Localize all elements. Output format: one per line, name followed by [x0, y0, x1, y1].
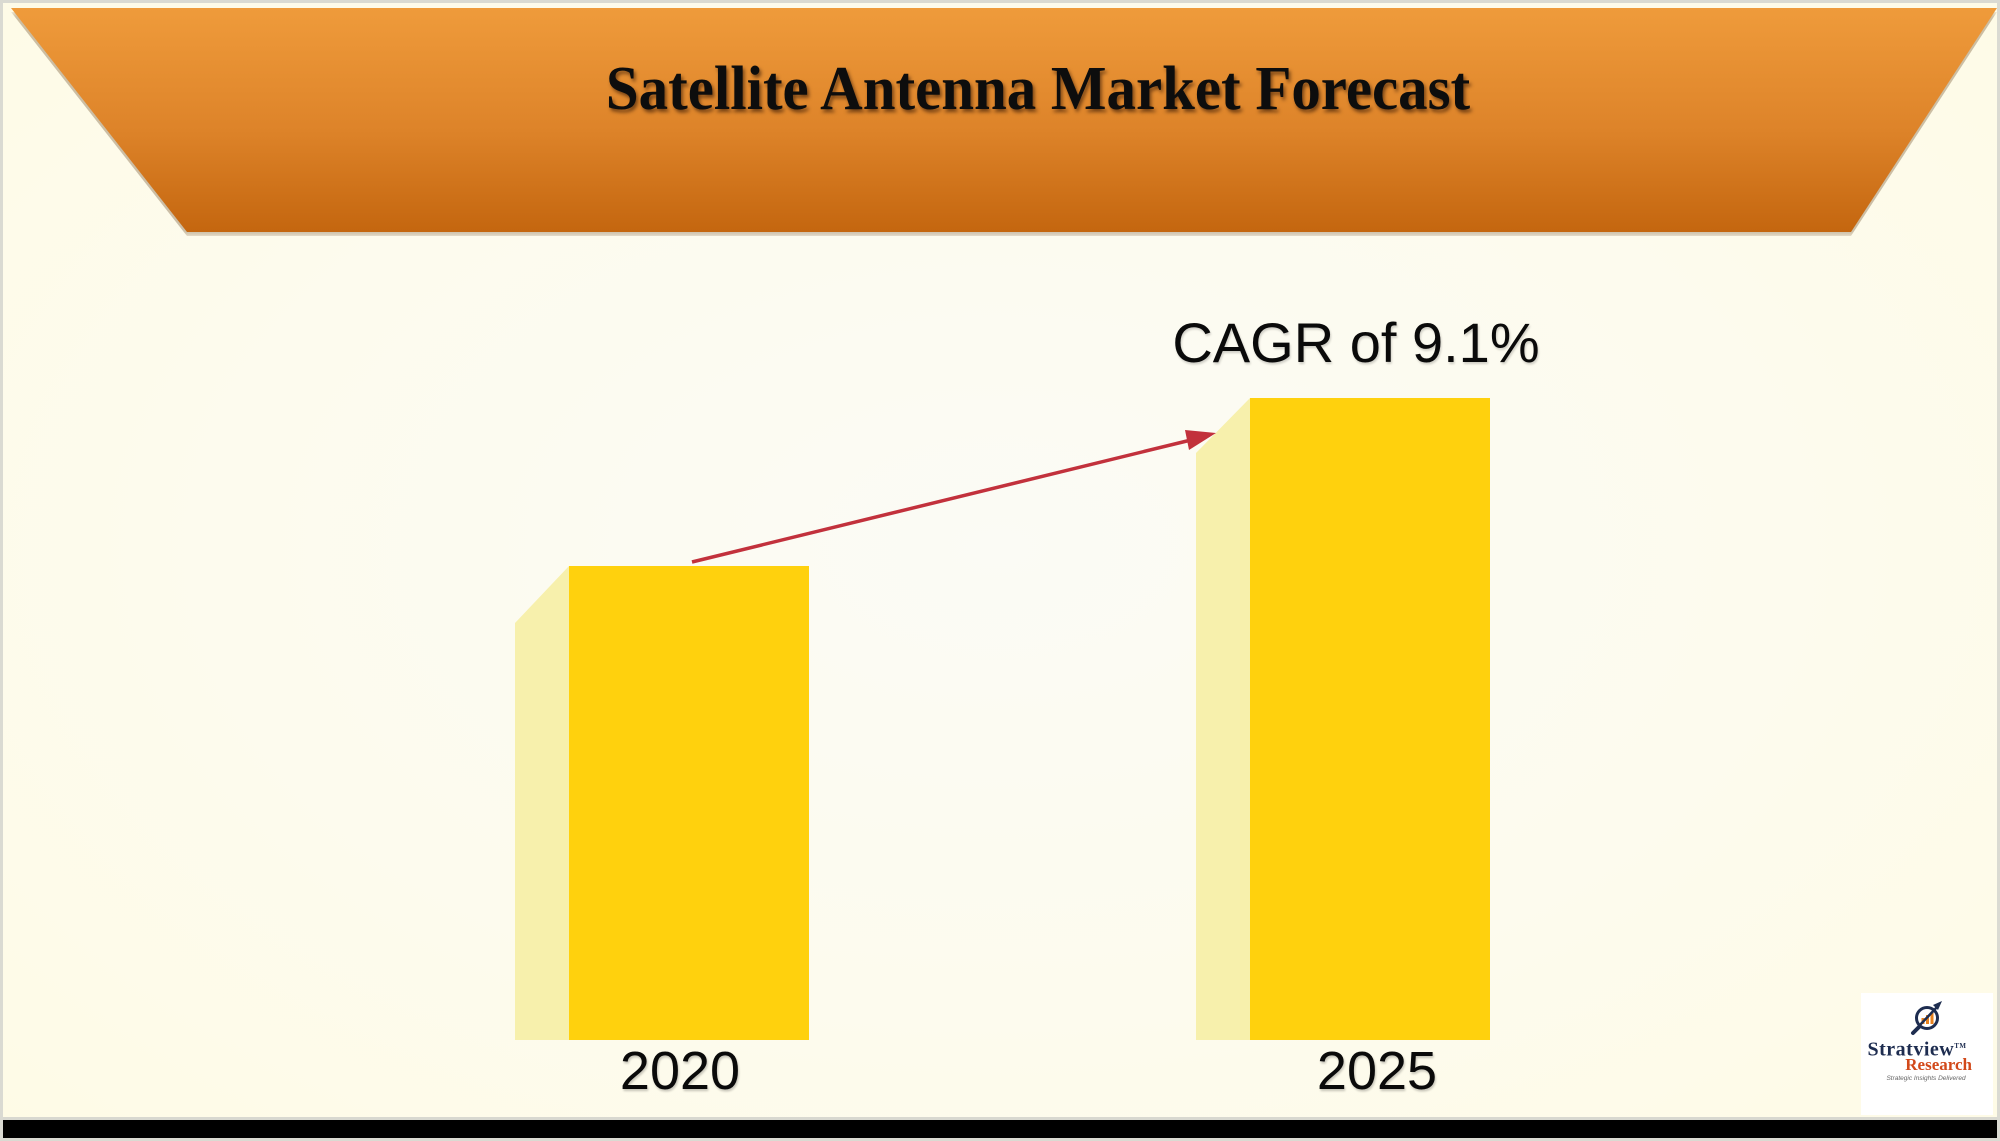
bar-2020-side-face [515, 566, 569, 1040]
logo-name-text: Stratview [1867, 1038, 1955, 1061]
bar-2025-side-face [1196, 398, 1250, 1040]
title-banner [11, 8, 1997, 232]
axis-label-2020: 2020 [619, 1041, 741, 1101]
logo-subname: Research [1905, 1055, 1972, 1074]
bar-2025 [1250, 398, 1490, 1040]
stratview-logo: StratviewTM Research Strategic Insights … [1861, 993, 1993, 1115]
axis-label-2025: 2025 [1316, 1041, 1438, 1101]
logo-trademark: TM [1954, 1042, 1967, 1050]
magnifier-growth-icon [1911, 1001, 1942, 1035]
cagr-annotation: CAGR of 9.1% [1172, 311, 1540, 374]
page-title: Satellite Antenna Market Forecast [605, 55, 1471, 123]
footer-bar [3, 1117, 1997, 1138]
bar-2020 [569, 566, 809, 1040]
logo-tagline: Strategic Insights Delivered [1886, 1075, 1966, 1082]
logo-name: StratviewTM [1861, 1035, 1973, 1061]
